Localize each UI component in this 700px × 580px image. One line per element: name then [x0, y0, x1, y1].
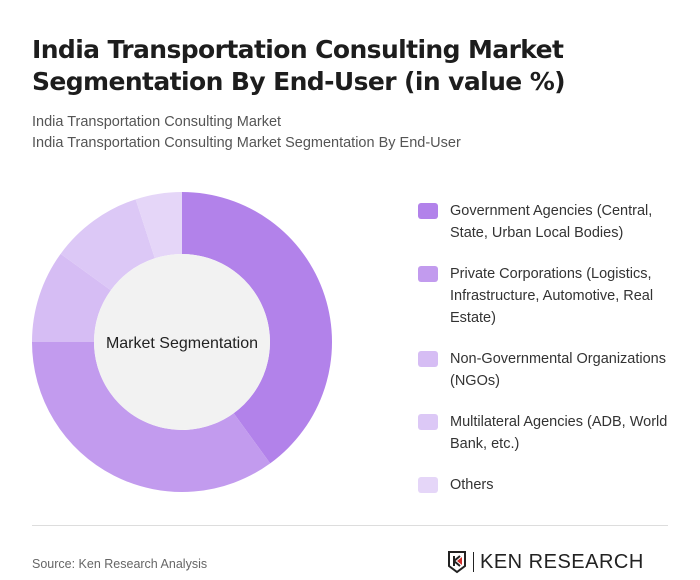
legend-label: Government Agencies (Central, State, Urb…: [450, 203, 653, 241]
legend-item: Private Corporations (Logistics, Infrast…: [418, 263, 688, 329]
donut-slice-0: [182, 192, 332, 464]
donut-slice-4: [135, 192, 182, 259]
donut-slice-1: [32, 342, 271, 492]
chart-title: India Transportation Consulting Market S…: [32, 35, 566, 96]
donut-center: [94, 254, 270, 430]
donut-slice-2: [32, 253, 111, 342]
ken-research-logo: KEN RESEARCH: [447, 550, 644, 574]
legend-swatch: [418, 351, 438, 367]
donut-chart: Market Segmentation: [32, 192, 332, 492]
donut-slice-3: [60, 199, 155, 291]
source-note: Source: Ken Research Analysis: [32, 557, 208, 571]
subtitle-market: India Transportation Consulting Market: [32, 114, 282, 130]
subtitle-segmentation: India Transportation Consulting Market S…: [32, 135, 461, 151]
divider: [32, 525, 668, 526]
legend-label: Non-Governmental Organizations (NGOs): [450, 351, 666, 389]
legend-item: Others: [418, 474, 688, 496]
legend-label: Private Corporations (Logistics, Infrast…: [450, 266, 654, 326]
legend-swatch: [418, 477, 438, 493]
legend-swatch: [418, 203, 438, 219]
legend-label: Others: [450, 477, 494, 493]
legend-item: Multilateral Agencies (ADB, World Bank, …: [418, 411, 688, 455]
legend-item: Non-Governmental Organizations (NGOs): [418, 348, 688, 392]
legend-swatch: [418, 266, 438, 282]
legend-swatch: [418, 414, 438, 430]
legend: Government Agencies (Central, State, Urb…: [418, 200, 688, 515]
legend-item: Government Agencies (Central, State, Urb…: [418, 200, 688, 244]
legend-label: Multilateral Agencies (ADB, World Bank, …: [450, 414, 668, 452]
center-label: Market Segmentation: [106, 335, 258, 352]
ken-logo-icon: [448, 551, 466, 574]
